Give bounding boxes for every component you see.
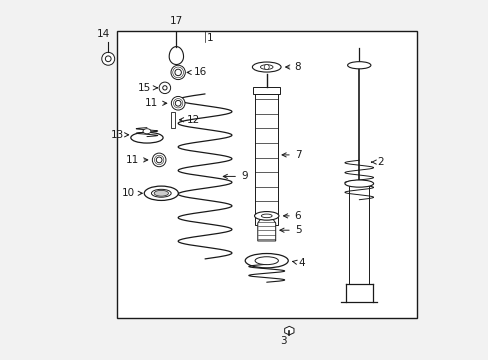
- Ellipse shape: [254, 212, 278, 220]
- Ellipse shape: [347, 62, 370, 69]
- Circle shape: [152, 153, 165, 167]
- Circle shape: [102, 52, 115, 65]
- Circle shape: [163, 86, 167, 90]
- Polygon shape: [169, 46, 183, 64]
- Bar: [253, 87, 280, 94]
- Text: 3: 3: [280, 336, 286, 346]
- Text: 9: 9: [223, 171, 247, 181]
- Ellipse shape: [255, 257, 278, 265]
- Bar: [348, 184, 368, 284]
- Ellipse shape: [151, 189, 171, 197]
- Bar: [170, 112, 175, 128]
- Ellipse shape: [154, 190, 168, 196]
- Text: 8: 8: [285, 62, 301, 72]
- Ellipse shape: [344, 180, 373, 187]
- Ellipse shape: [261, 214, 271, 218]
- Text: 15: 15: [138, 83, 157, 93]
- Circle shape: [264, 64, 269, 69]
- Text: 17: 17: [169, 16, 183, 26]
- Text: 11: 11: [125, 155, 147, 165]
- Bar: [255, 94, 278, 225]
- Circle shape: [175, 100, 181, 106]
- Bar: [117, 31, 416, 318]
- Ellipse shape: [144, 186, 178, 201]
- Text: 5: 5: [279, 225, 301, 235]
- Polygon shape: [284, 326, 293, 335]
- Circle shape: [171, 96, 184, 110]
- Text: 10: 10: [122, 188, 142, 198]
- Text: 6: 6: [283, 211, 301, 221]
- Circle shape: [159, 82, 170, 94]
- Text: 4: 4: [292, 258, 305, 268]
- Text: 14: 14: [97, 30, 110, 40]
- Circle shape: [171, 65, 185, 80]
- Text: 11: 11: [145, 98, 166, 108]
- Ellipse shape: [131, 132, 163, 143]
- Polygon shape: [257, 220, 275, 241]
- Circle shape: [175, 69, 181, 76]
- Ellipse shape: [244, 253, 287, 268]
- Ellipse shape: [142, 129, 151, 134]
- Ellipse shape: [252, 62, 281, 72]
- Text: 12: 12: [179, 115, 200, 125]
- Ellipse shape: [260, 65, 272, 69]
- Text: 7: 7: [282, 150, 301, 160]
- Circle shape: [105, 56, 111, 62]
- Text: 13: 13: [111, 130, 128, 140]
- Text: 2: 2: [371, 157, 383, 167]
- Text: 1: 1: [206, 33, 213, 43]
- Circle shape: [156, 157, 162, 163]
- Text: 16: 16: [187, 67, 207, 77]
